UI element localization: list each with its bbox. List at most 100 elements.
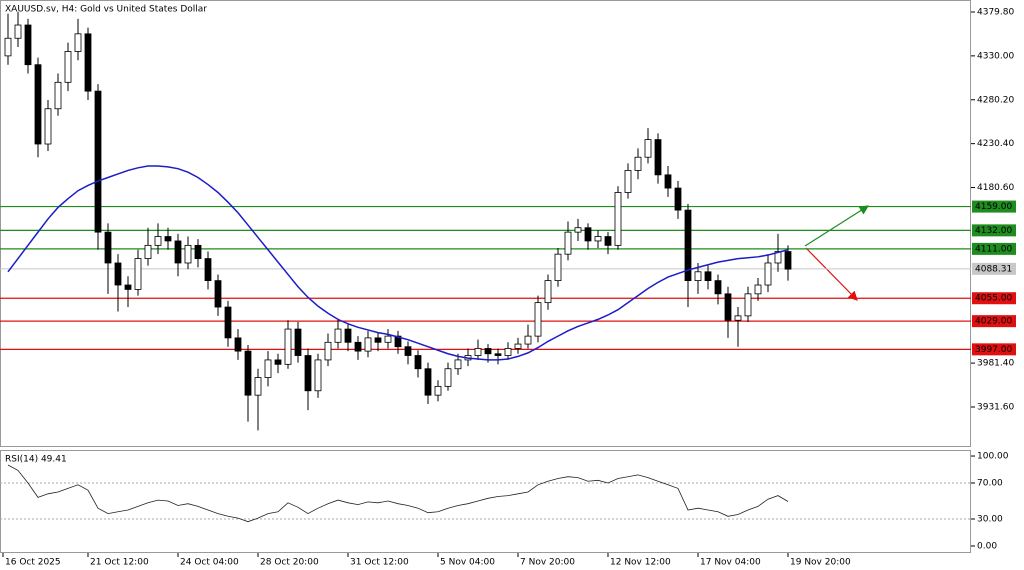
candle-body xyxy=(674,187,682,211)
level-label: 4029.00 xyxy=(975,317,1012,327)
y-tick-label: 3981.40 xyxy=(977,359,1014,369)
candle-body xyxy=(504,348,512,356)
candle-body xyxy=(534,302,542,337)
candle-body xyxy=(484,348,492,355)
level-label: 3997.00 xyxy=(975,345,1012,355)
candle-body xyxy=(84,33,92,92)
candle-body xyxy=(684,209,692,282)
candle-body xyxy=(34,64,42,145)
y-tick-label: 4379.80 xyxy=(977,7,1014,17)
candle-body xyxy=(254,377,262,396)
x-tick-label: 5 Nov 04:00 xyxy=(440,558,495,568)
candle-body xyxy=(644,139,652,158)
candle-body xyxy=(74,33,82,52)
candle-body xyxy=(774,251,782,264)
y-tick-label: 4230.40 xyxy=(977,139,1014,149)
x-tick-label: 28 Oct 20:00 xyxy=(260,558,319,568)
level-box xyxy=(972,292,1016,305)
candle-body xyxy=(604,236,612,246)
x-tick-label: 16 Oct 2025 xyxy=(5,558,61,568)
candle-body xyxy=(664,174,672,189)
rsi-title: RSI(14) 49.41 xyxy=(5,455,67,465)
candle-body xyxy=(594,236,602,242)
x-tick-label: 12 Nov 12:00 xyxy=(610,558,671,568)
candle-body xyxy=(384,335,392,343)
level-box xyxy=(972,200,1016,213)
level-label: 4159.00 xyxy=(975,202,1012,212)
candle-body xyxy=(784,251,792,270)
x-tick-label: 31 Oct 12:00 xyxy=(350,558,409,568)
candle-body xyxy=(424,368,432,396)
candle-body xyxy=(754,284,762,295)
candle-body xyxy=(314,359,322,392)
candle-body xyxy=(354,341,362,352)
price-panel xyxy=(0,0,971,447)
candle-body xyxy=(244,350,252,396)
candle-body xyxy=(174,240,182,264)
candle-body xyxy=(204,258,212,282)
candle-body xyxy=(114,262,122,286)
level-box xyxy=(972,242,1016,255)
candle-body xyxy=(454,359,462,370)
x-tick-label: 7 Nov 20:00 xyxy=(520,558,575,568)
candle-body xyxy=(494,353,502,356)
level-box xyxy=(972,343,1016,356)
x-tick-label: 19 Nov 20:00 xyxy=(790,558,851,568)
candle-body xyxy=(4,37,12,57)
candle-body xyxy=(694,271,702,282)
candle-body xyxy=(414,355,422,370)
candle-body xyxy=(744,293,752,317)
candle-body xyxy=(764,262,772,286)
candle-body xyxy=(514,343,522,349)
candle-body xyxy=(474,348,482,356)
candle-body xyxy=(14,24,22,39)
candle-body xyxy=(344,328,352,343)
candle-body xyxy=(284,328,292,365)
candle-body xyxy=(564,231,572,255)
rsi-tick-label: 70.00 xyxy=(977,479,1003,489)
y-tick-label: 4180.60 xyxy=(977,183,1014,193)
current-price-box xyxy=(972,262,1016,275)
candle-body xyxy=(304,355,312,392)
candle-body xyxy=(44,108,52,145)
level-label: 4111.00 xyxy=(975,244,1012,254)
rsi-tick-label: 100.00 xyxy=(977,452,1009,462)
rsi-tick-label: 30.00 xyxy=(977,514,1003,524)
candle-body xyxy=(634,156,642,171)
candle-body xyxy=(574,227,582,233)
candle-body xyxy=(274,359,282,365)
candle-body xyxy=(394,335,402,348)
candle-body xyxy=(654,139,662,176)
candle-body xyxy=(624,170,632,193)
level-box xyxy=(972,315,1016,328)
candle-body xyxy=(724,293,732,321)
candle-body xyxy=(64,51,72,83)
y-tick-label: 3931.60 xyxy=(977,402,1014,412)
candle-body xyxy=(734,315,742,321)
candle-body xyxy=(404,346,412,356)
x-tick-label: 21 Oct 12:00 xyxy=(90,558,149,568)
candle-body xyxy=(24,24,32,66)
rsi-tick-label: 0.00 xyxy=(977,541,997,551)
candle-body xyxy=(434,385,442,396)
candle-body xyxy=(374,337,382,343)
candle-body xyxy=(714,280,722,295)
candle-body xyxy=(264,359,272,378)
candle-body xyxy=(144,244,152,259)
candle-body xyxy=(324,341,332,361)
candle-body xyxy=(614,192,622,246)
candle-body xyxy=(134,258,142,290)
candle-body xyxy=(54,81,62,110)
candle-body xyxy=(224,306,232,339)
candle-body xyxy=(104,231,112,264)
level-box xyxy=(972,224,1016,237)
up-arrow xyxy=(804,205,870,247)
candle-body xyxy=(154,236,162,246)
moving-average xyxy=(7,165,789,361)
candle-body xyxy=(364,337,372,352)
x-tick-label: 24 Oct 04:00 xyxy=(180,558,239,568)
level-label: 4055.00 xyxy=(975,294,1012,304)
candle-body xyxy=(194,244,202,259)
candle-body xyxy=(124,284,132,290)
